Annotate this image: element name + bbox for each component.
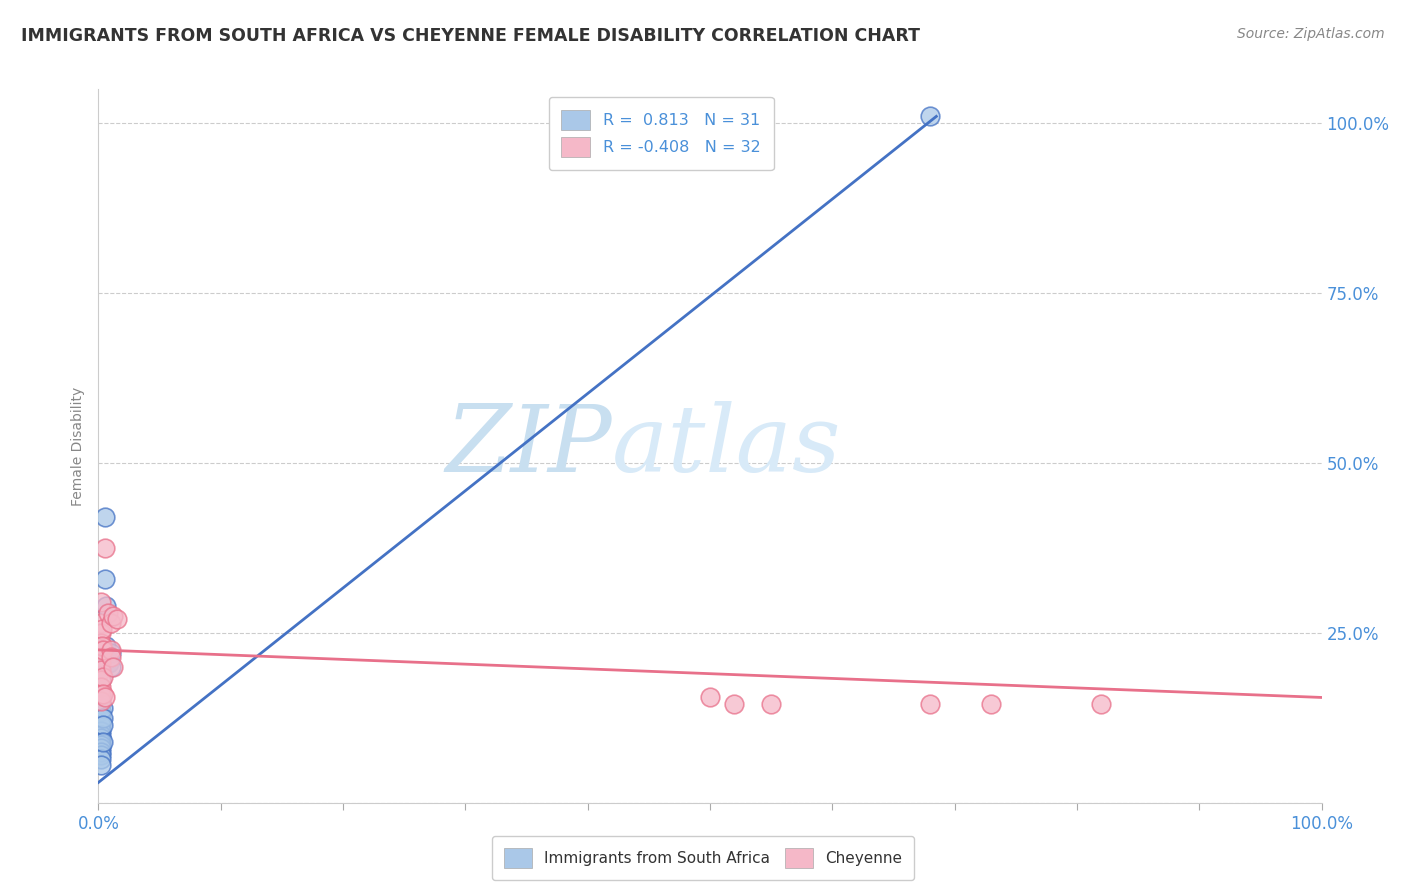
Point — [100, 643, 122, 657]
Point — [93, 572, 115, 586]
Point — [90, 745, 112, 759]
Point — [90, 741, 112, 756]
Legend: R =  0.813   N = 31, R = -0.408   N = 32: R = 0.813 N = 31, R = -0.408 N = 32 — [548, 97, 773, 170]
Legend: Immigrants from South Africa, Cheyenne: Immigrants from South Africa, Cheyenne — [492, 836, 914, 880]
Point — [90, 734, 112, 748]
Point — [90, 694, 112, 708]
Point — [90, 680, 112, 694]
Point — [91, 687, 114, 701]
Point — [96, 657, 118, 671]
Point — [97, 606, 120, 620]
Point — [920, 109, 942, 123]
Point — [90, 626, 112, 640]
Point — [90, 738, 112, 752]
Point — [90, 657, 112, 671]
Point — [1090, 698, 1112, 712]
Point — [91, 711, 114, 725]
Point — [90, 731, 112, 746]
Point — [93, 510, 115, 524]
Point — [980, 698, 1002, 712]
Point — [100, 646, 122, 660]
Point — [91, 640, 114, 654]
Point — [91, 717, 114, 731]
Point — [101, 660, 124, 674]
Point — [100, 649, 122, 664]
Point — [97, 653, 120, 667]
Point — [90, 748, 112, 763]
Point — [90, 595, 112, 609]
Point — [90, 673, 112, 688]
Point — [90, 690, 112, 705]
Point — [90, 711, 112, 725]
Point — [101, 608, 124, 623]
Point — [920, 698, 942, 712]
Point — [90, 728, 112, 742]
Point — [93, 690, 115, 705]
Point — [90, 717, 112, 731]
Point — [90, 687, 112, 701]
Point — [90, 724, 112, 739]
Point — [90, 704, 112, 718]
Point — [723, 698, 745, 712]
Text: IMMIGRANTS FROM SOUTH AFRICA VS CHEYENNE FEMALE DISABILITY CORRELATION CHART: IMMIGRANTS FROM SOUTH AFRICA VS CHEYENNE… — [21, 27, 920, 45]
Text: atlas: atlas — [612, 401, 842, 491]
Point — [98, 657, 121, 671]
Point — [699, 690, 721, 705]
Point — [91, 670, 114, 684]
Point — [94, 599, 117, 613]
Point — [90, 698, 112, 712]
Point — [91, 700, 114, 714]
Text: ZIP: ZIP — [446, 401, 612, 491]
Point — [90, 751, 112, 765]
Point — [90, 615, 112, 630]
Point — [105, 612, 128, 626]
Y-axis label: Female Disability: Female Disability — [72, 386, 86, 506]
Point — [94, 640, 117, 654]
Point — [100, 615, 122, 630]
Point — [90, 663, 112, 677]
Point — [100, 660, 122, 674]
Point — [91, 734, 114, 748]
Point — [90, 636, 112, 650]
Text: Source: ZipAtlas.com: Source: ZipAtlas.com — [1237, 27, 1385, 41]
Point — [91, 643, 114, 657]
Point — [90, 673, 112, 688]
Point — [90, 649, 112, 664]
Point — [96, 646, 118, 660]
Point — [91, 623, 114, 637]
Point — [93, 541, 115, 555]
Point — [90, 643, 112, 657]
Point — [761, 698, 783, 712]
Point — [90, 758, 112, 772]
